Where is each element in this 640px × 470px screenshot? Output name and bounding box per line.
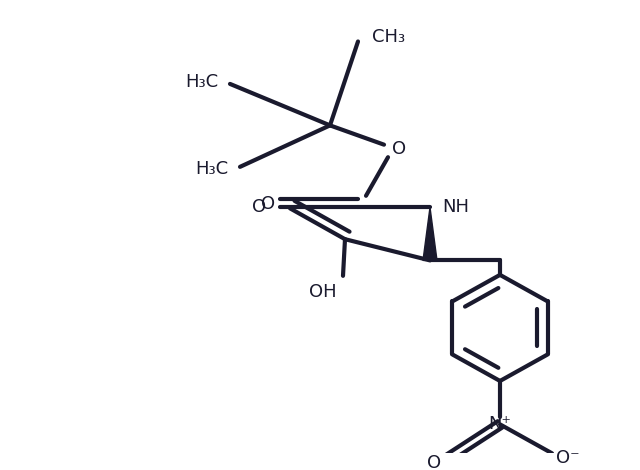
Text: O: O <box>427 454 441 470</box>
Text: OH: OH <box>309 283 337 301</box>
Text: O: O <box>392 141 406 158</box>
Polygon shape <box>423 207 437 260</box>
Text: NH: NH <box>442 198 469 216</box>
Text: N⁺: N⁺ <box>488 415 511 433</box>
Text: O⁻: O⁻ <box>556 449 580 467</box>
Text: O: O <box>252 198 266 216</box>
Text: H₃C: H₃C <box>195 160 228 178</box>
Text: O: O <box>261 195 275 212</box>
Text: CH₃: CH₃ <box>372 28 405 46</box>
Text: H₃C: H₃C <box>185 73 218 91</box>
